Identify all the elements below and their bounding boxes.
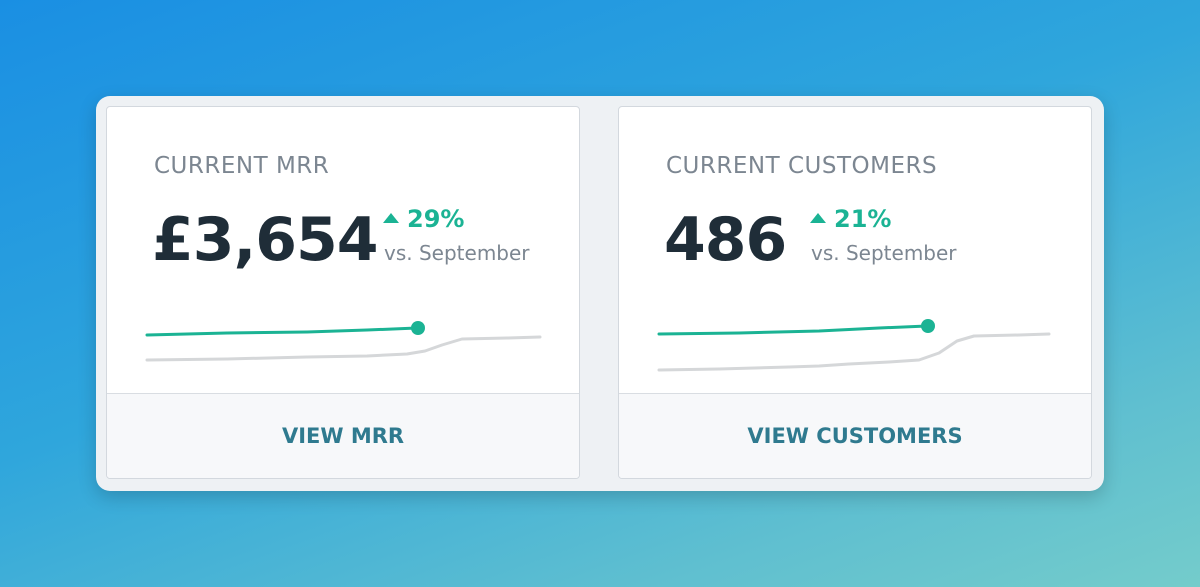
view-customers-button[interactable]: VIEW CUSTOMERS	[619, 393, 1091, 478]
metric-value: 486	[664, 205, 787, 275]
metrics-panel: CURRENT MRR £3,654 29% vs. September VIE…	[96, 96, 1104, 491]
current-point-marker	[921, 319, 935, 333]
mrr-sparkline	[145, 321, 542, 362]
previous-period-line	[657, 332, 1051, 372]
change-percent: 29%	[407, 205, 465, 233]
customers-card: CURRENT CUSTOMERS 486 21% vs. September …	[618, 106, 1092, 479]
card-label: CURRENT CUSTOMERS	[666, 153, 938, 179]
card-label: CURRENT MRR	[154, 153, 330, 179]
trend-up-icon	[810, 213, 826, 223]
current-period-line	[657, 324, 929, 336]
previous-period-line	[145, 335, 542, 362]
metric-value: £3,654	[152, 205, 379, 275]
mrr-card: CURRENT MRR £3,654 29% vs. September VIE…	[106, 106, 580, 479]
comparison-text: vs. September	[811, 241, 957, 265]
view-mrr-button[interactable]: VIEW MRR	[107, 393, 579, 478]
change-indicator: 21%	[810, 205, 891, 233]
trend-up-icon	[383, 213, 399, 223]
change-indicator: 29%	[383, 205, 464, 233]
comparison-text: vs. September	[384, 241, 530, 265]
change-percent: 21%	[834, 205, 892, 233]
customers-sparkline	[657, 319, 1051, 372]
current-period-line	[145, 326, 419, 337]
current-point-marker	[411, 321, 425, 335]
